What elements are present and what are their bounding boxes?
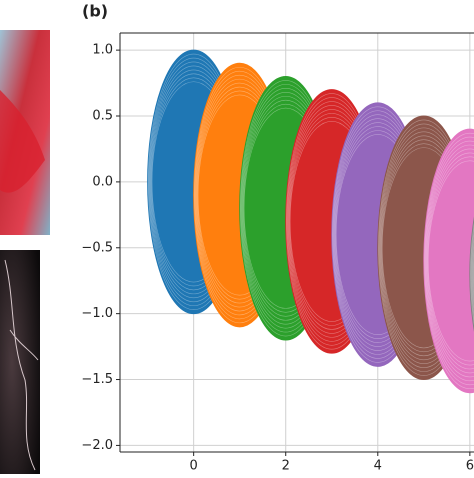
x-tick-label: 6 (466, 459, 474, 474)
panel-label: (b) (82, 2, 108, 21)
y-tick-label: −0.5 (81, 240, 113, 255)
x-tick-label: 0 (190, 459, 198, 474)
ellipses (148, 50, 474, 406)
y-tick-label: −1.0 (81, 306, 113, 321)
y-tick-label: −2.0 (81, 438, 113, 453)
y-tick-label: −1.5 (81, 372, 113, 387)
y-tick-label: 1.0 (92, 43, 113, 58)
y-tick-label: 0.5 (92, 109, 113, 124)
plot-area: 1.0 0.5 0.0 −0.5 −1.0 −1.5 −2.0 0 2 4 6 (81, 33, 474, 474)
y-tick-label: 0.0 (92, 174, 113, 189)
x-tick-label: 2 (282, 459, 290, 474)
x-tick-label: 4 (374, 459, 382, 474)
